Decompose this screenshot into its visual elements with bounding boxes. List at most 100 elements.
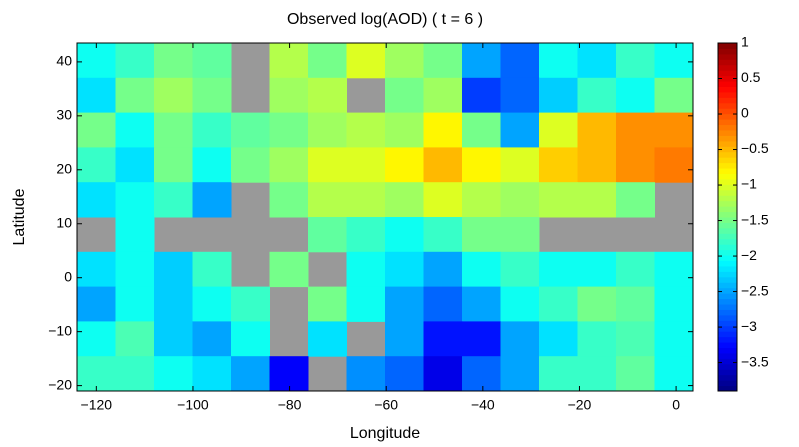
colorbar-segment	[718, 200, 737, 207]
colorbar-segment	[718, 97, 737, 104]
colorbar-segment	[718, 314, 737, 321]
x-tick-label: −80	[278, 397, 302, 413]
heatmap-cell	[231, 356, 270, 392]
x-tick-label: 0	[672, 397, 680, 413]
heatmap-cell	[192, 43, 232, 79]
heatmap-cell	[539, 182, 578, 218]
heatmap-cell	[308, 182, 347, 218]
heatmap-cell	[500, 217, 540, 253]
heatmap-cell	[616, 77, 655, 114]
colorbar-segment	[718, 43, 737, 49]
colorbar-segment	[718, 168, 737, 174]
heatmap-cell	[654, 112, 694, 148]
heatmap-cell	[462, 251, 501, 288]
colorbar-tick-label: 0.5	[741, 69, 761, 85]
heatmap-cell	[500, 321, 540, 357]
colorbar-segment	[718, 358, 737, 365]
heatmap-cell	[500, 77, 540, 114]
heatmap-cell	[423, 286, 463, 322]
x-tick-label: −60	[374, 397, 398, 413]
colorbar-segment	[718, 119, 737, 126]
colorbar-segment	[718, 48, 737, 55]
heatmap-cell	[154, 182, 193, 218]
colorbar-segment	[718, 238, 737, 245]
colorbar-segment	[718, 347, 737, 354]
colorbar-segment	[718, 304, 737, 310]
heatmap-cell	[115, 147, 155, 183]
colorbar-segment	[718, 352, 737, 359]
heatmap-cell	[654, 43, 694, 79]
heatmap-cell	[577, 251, 617, 288]
heatmap-cell	[346, 112, 386, 148]
chart-title: Observed log(AOD) ( t = 6 )	[287, 11, 483, 28]
heatmap-cell	[423, 112, 463, 148]
heatmap-cell	[192, 251, 232, 288]
colorbar-segment	[718, 385, 737, 392]
heatmap-cell	[385, 77, 424, 114]
colorbar-segment	[718, 162, 737, 169]
heatmap-cell	[154, 147, 193, 183]
colorbar-segment	[718, 86, 737, 93]
heatmap-cell	[539, 147, 578, 183]
heatmap-cell	[192, 147, 232, 183]
colorbar-segment	[718, 320, 737, 327]
heatmap-cell	[616, 356, 655, 392]
colorbar-segment	[718, 108, 737, 115]
heatmap-cell	[269, 77, 309, 114]
heatmap-cell	[500, 147, 540, 183]
heatmap-cell	[654, 321, 694, 357]
colorbar-tick-label: −1.5	[741, 211, 769, 227]
heatmap-cell	[423, 251, 463, 288]
colorbar-segment	[718, 260, 737, 267]
colorbar-segment	[718, 282, 737, 289]
heatmap-cell	[77, 286, 116, 322]
heatmap-cell	[616, 286, 655, 322]
colorbar-tick-label: −1	[741, 176, 757, 192]
colorbar-segment	[718, 151, 737, 158]
colorbar-segment	[718, 195, 737, 202]
colorbar-segment	[718, 91, 737, 98]
colorbar-segment	[718, 178, 737, 185]
heatmap-cell	[577, 286, 617, 322]
heatmap-cell	[154, 286, 193, 322]
heatmap-cell	[654, 251, 694, 288]
heatmap-cell	[385, 251, 424, 288]
colorbar-segment	[718, 363, 737, 370]
heatmap-cell	[269, 251, 309, 288]
heatmap-cell	[154, 43, 193, 79]
heatmap-cell	[192, 321, 232, 357]
colorbar-frame	[717, 42, 738, 392]
heatmap-cell	[577, 321, 617, 357]
colorbar-segment	[718, 222, 737, 229]
heatmap-cell	[462, 112, 501, 148]
heatmap-cell	[616, 321, 655, 357]
heatmap-cell	[346, 251, 386, 288]
heatmap-cell	[346, 147, 386, 183]
colorbar-tick-label: −0.5	[741, 140, 769, 156]
heatmap-cell	[616, 182, 655, 218]
heatmap-cell	[539, 356, 578, 392]
heatmap-cell	[269, 182, 309, 218]
heatmap-cell	[115, 286, 155, 322]
heatmap-cell	[115, 356, 155, 392]
heatmap-cell	[154, 321, 193, 357]
heatmap-cell	[308, 77, 347, 114]
colorbar-segment	[718, 173, 737, 180]
heatmap-cell	[192, 182, 232, 218]
colorbar-segment	[718, 206, 737, 213]
heatmap-cell	[154, 77, 193, 114]
heatmap-cell	[385, 356, 424, 392]
heatmap-cell	[577, 43, 617, 79]
y-tick-label: 10	[56, 214, 72, 230]
colorbar-segment	[718, 265, 737, 272]
colorbar-tick-label: −2.5	[741, 282, 769, 298]
colorbar-segment	[718, 64, 737, 71]
heatmap-cell	[154, 251, 193, 288]
colorbar-segment	[718, 255, 737, 261]
heatmap-cell	[192, 77, 232, 114]
heatmap-cell	[308, 112, 347, 148]
heatmap-cell	[77, 112, 116, 148]
heatmap-cell	[77, 321, 116, 357]
